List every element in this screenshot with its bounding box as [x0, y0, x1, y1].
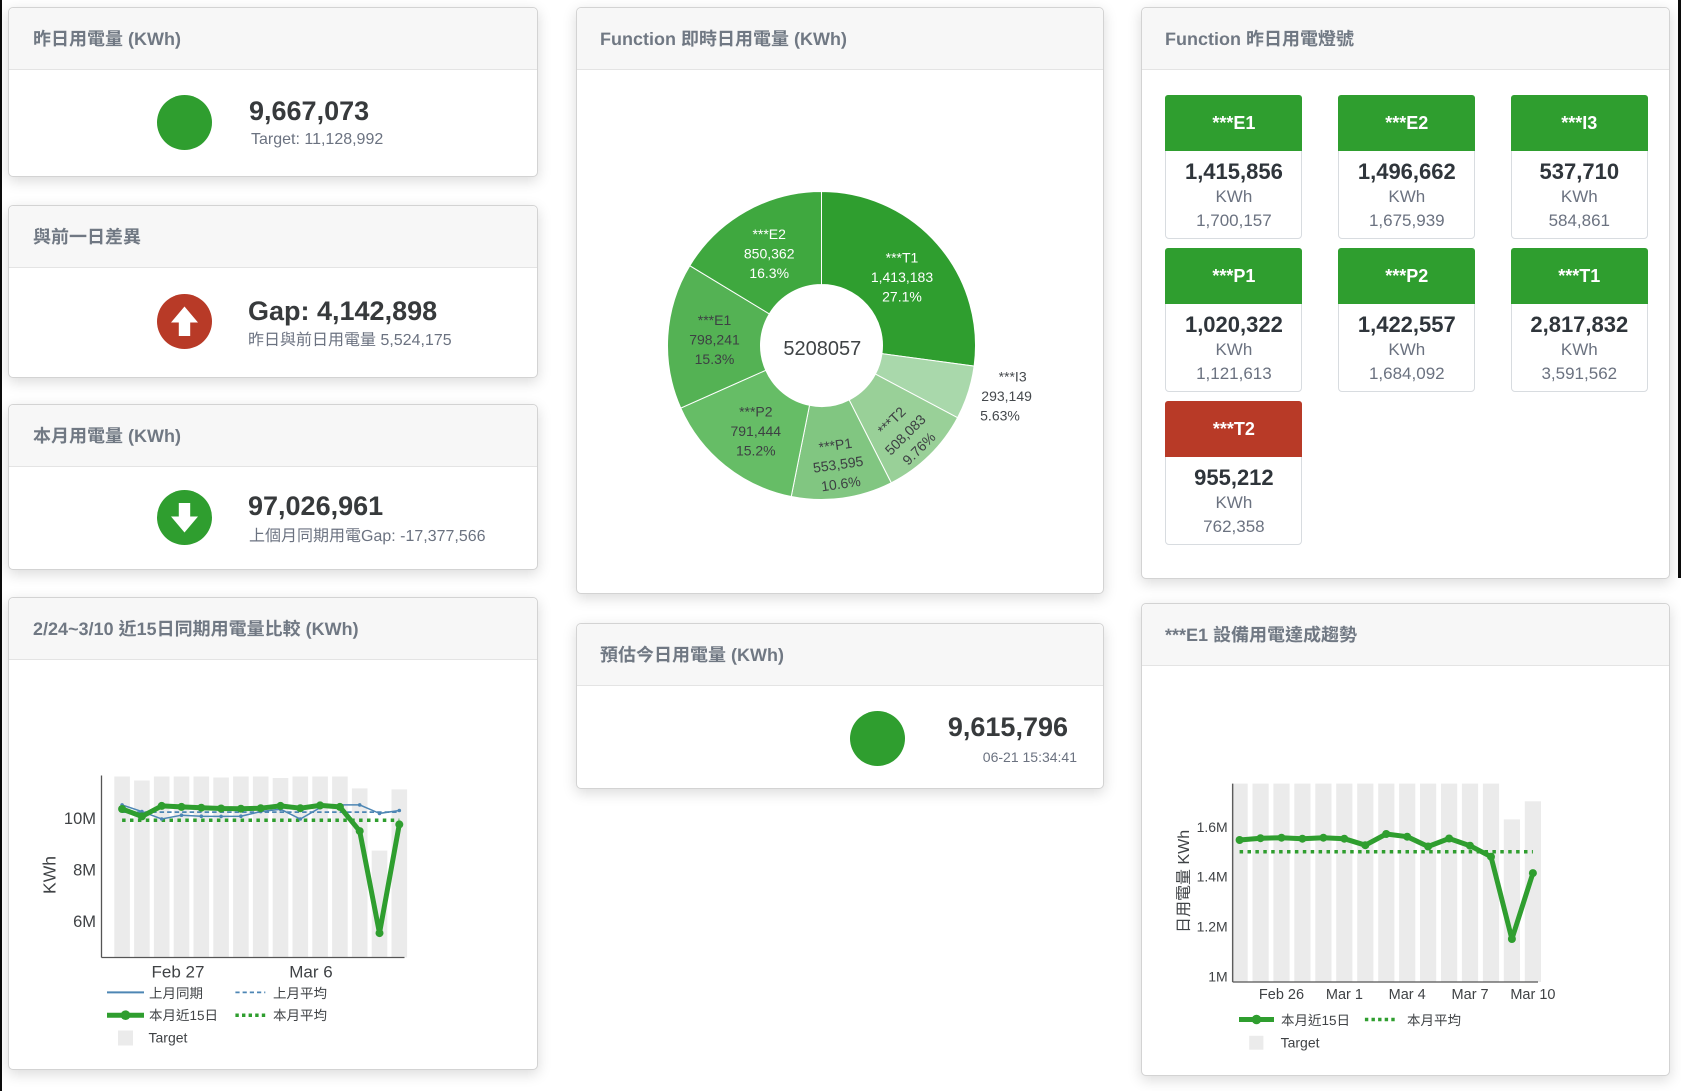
svg-text:5208057: 5208057 [783, 338, 861, 360]
svg-text:Target: Target [149, 1030, 188, 1046]
svg-text:Feb 26: Feb 26 [1259, 987, 1304, 1003]
svg-text:Mar 1: Mar 1 [1326, 987, 1363, 1003]
svg-text:1.2M: 1.2M [1197, 919, 1228, 935]
svg-text:***P1553,59510.6%: ***P1553,59510.6% [809, 434, 867, 496]
svg-text:Mar 6: Mar 6 [289, 963, 332, 982]
svg-text:1.6M: 1.6M [1197, 819, 1228, 835]
svg-text:8M: 8M [73, 861, 96, 879]
svg-text:6M: 6M [73, 913, 96, 931]
svg-text:Feb 27: Feb 27 [152, 963, 205, 982]
svg-text:Mar 4: Mar 4 [1389, 987, 1426, 1003]
svg-text:10M: 10M [64, 810, 96, 828]
svg-text:Target: Target [1281, 1035, 1320, 1051]
svg-text:1M: 1M [1208, 968, 1227, 984]
svg-text:KWh: KWh [40, 856, 60, 894]
svg-text:Mar 10: Mar 10 [1510, 987, 1555, 1003]
svg-text:Mar 7: Mar 7 [1452, 987, 1489, 1003]
svg-text:1.4M: 1.4M [1197, 869, 1228, 885]
